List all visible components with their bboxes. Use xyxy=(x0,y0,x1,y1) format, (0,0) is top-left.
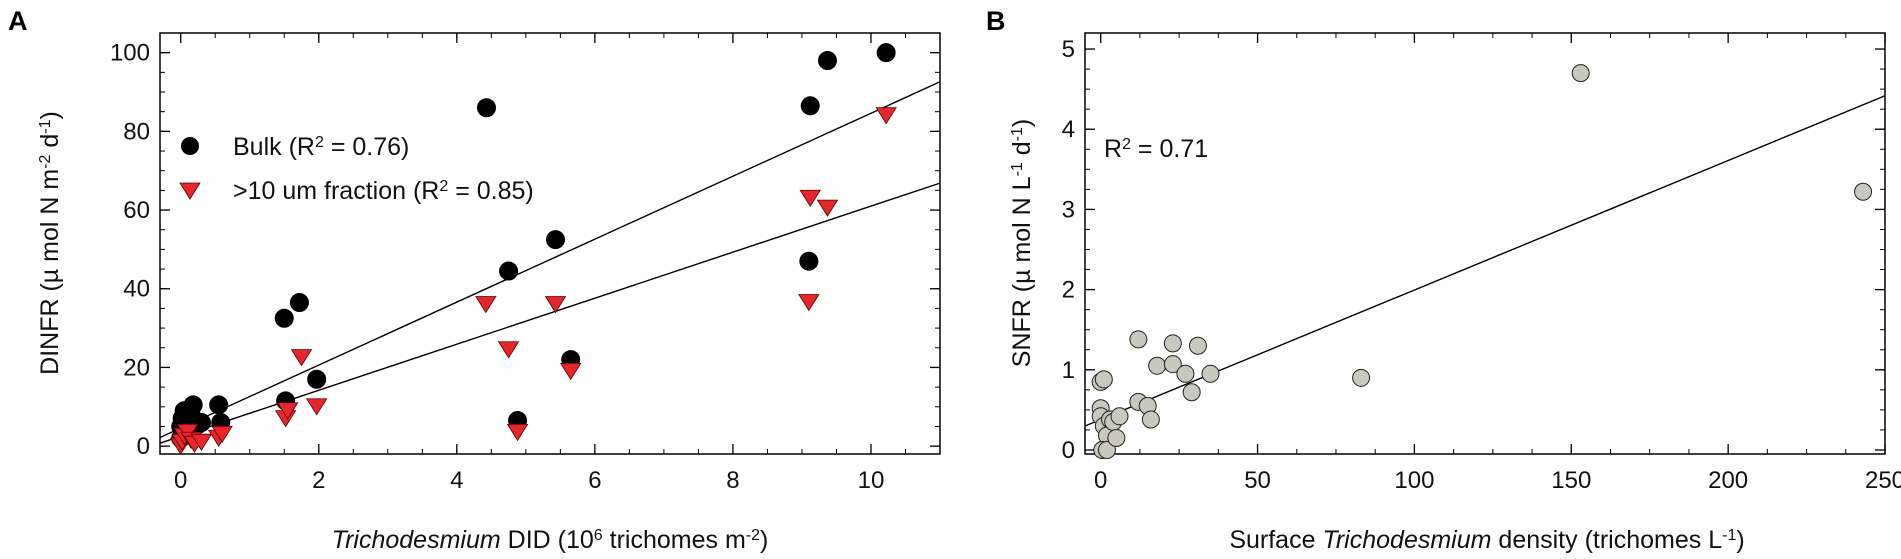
data-point xyxy=(1163,355,1182,374)
panel-a-y-axis-title: DINFR (µ mol N m-2 d-1) xyxy=(36,111,64,375)
data-point xyxy=(1141,410,1160,429)
x-tick-label: 50 xyxy=(1244,467,1271,494)
data-point xyxy=(544,296,567,314)
y-tick-label: 60 xyxy=(123,197,150,224)
data-point xyxy=(499,261,519,281)
x-tick-label: 4 xyxy=(450,467,463,494)
data-point xyxy=(559,362,582,381)
panel-a-legend: Bulk (R2 = 0.76) >10 um fraction (R2 = 0… xyxy=(179,133,534,205)
data-point xyxy=(1188,336,1207,355)
fit-line xyxy=(159,81,941,439)
data-point xyxy=(1129,330,1148,349)
data-point xyxy=(476,98,496,118)
x-tick-label: 2 xyxy=(312,467,325,494)
data-point xyxy=(799,251,819,271)
y-tick-label: 5 xyxy=(1062,36,1075,63)
data-point xyxy=(1163,334,1182,353)
data-point xyxy=(274,308,294,328)
panel-a-y-tick-labels: 0 20 40 60 80 100 xyxy=(110,40,150,460)
data-point xyxy=(817,51,837,71)
data-point xyxy=(799,189,821,208)
data-point xyxy=(800,96,820,116)
data-point xyxy=(497,341,520,359)
y-tick-label: 100 xyxy=(110,40,150,67)
x-tick-label: 150 xyxy=(1551,467,1591,494)
data-point xyxy=(305,398,328,416)
y-tick-label: 2 xyxy=(1062,277,1075,304)
data-point xyxy=(816,199,839,217)
panel-b-points xyxy=(1091,64,1873,459)
x-tick-label: 6 xyxy=(588,467,601,494)
y-tick-label: 1 xyxy=(1062,357,1075,384)
y-tick-label: 4 xyxy=(1062,116,1075,143)
y-tick-label: 40 xyxy=(123,276,150,303)
x-tick-label: 0 xyxy=(1094,467,1107,494)
panel-b-plot-frame xyxy=(1084,32,1886,455)
data-point xyxy=(506,423,529,442)
data-point xyxy=(475,296,497,314)
panel-b-y-tick-labels: 0 1 2 3 4 5 xyxy=(1062,36,1075,464)
legend-marker-bulk xyxy=(181,137,199,155)
x-tick-label: 8 xyxy=(726,467,739,494)
y-tick-label: 3 xyxy=(1062,196,1075,223)
x-tick-label: 250 xyxy=(1865,467,1901,494)
data-point xyxy=(289,293,309,313)
x-tick-label: 10 xyxy=(858,467,885,494)
legend-label-fraction: >10 um fraction (R2 = 0.85) xyxy=(233,177,534,205)
data-point xyxy=(1352,368,1371,387)
panel-b-letter: B xyxy=(986,6,1006,36)
data-point xyxy=(1107,428,1126,447)
data-point xyxy=(276,402,299,420)
panel-a-x-tick-labels: 0 2 4 6 8 10 xyxy=(174,467,884,494)
panel-b-ticks xyxy=(1085,33,1886,454)
x-tick-label: 100 xyxy=(1394,467,1434,494)
data-point xyxy=(1854,182,1873,201)
panel-b-y-axis-title: SNFR (µ mol N L-1 d-1) xyxy=(1008,119,1036,367)
data-point xyxy=(191,413,211,433)
data-point xyxy=(798,294,820,312)
data-point xyxy=(307,369,327,389)
data-point xyxy=(1110,407,1129,426)
data-point xyxy=(190,433,213,451)
data-point xyxy=(1094,370,1113,389)
data-point xyxy=(546,230,566,250)
panel-b-r2-annotation: R2 = 0.71 xyxy=(1104,135,1208,163)
y-tick-label: 0 xyxy=(137,433,150,460)
legend-marker-fraction xyxy=(179,182,201,200)
y-tick-label: 80 xyxy=(123,118,150,145)
panel-a: A 0 2 4 6 8 10 0 20 40 60 80 100 Trichodesmium DID… xyxy=(8,6,941,554)
data-point xyxy=(1182,383,1201,402)
legend-label-bulk: Bulk (R2 = 0.76) xyxy=(233,133,409,161)
data-point xyxy=(290,349,313,367)
data-point xyxy=(876,43,896,63)
data-point xyxy=(1148,356,1167,375)
data-point xyxy=(1176,364,1195,383)
y-tick-label: 20 xyxy=(123,354,150,381)
data-point xyxy=(183,395,203,415)
panel-a-x-axis-title: Trichodesmium DID (106 trichomes m-2) xyxy=(332,526,769,554)
x-tick-label: 200 xyxy=(1708,467,1748,494)
y-tick-label: 0 xyxy=(1062,437,1075,464)
panel-a-points xyxy=(169,43,897,455)
panel-a-letter: A xyxy=(8,6,28,36)
panel-a-ticks xyxy=(160,32,941,454)
panel-b-x-axis-title: Surface Trichodesmium density (trichomes… xyxy=(1229,526,1744,554)
data-point xyxy=(1201,364,1220,383)
data-point xyxy=(209,395,229,415)
data-point xyxy=(1571,64,1590,83)
panel-b: B 0 50 100 150 200 250 0 1 2 3 4 5 Surface Trichod… xyxy=(986,6,1901,554)
panel-b-x-tick-labels: 0 50 100 150 200 250 xyxy=(1094,467,1901,494)
x-tick-label: 0 xyxy=(174,467,187,494)
data-point xyxy=(1097,440,1116,459)
data-point xyxy=(875,107,897,125)
panel-a-plot-frame xyxy=(159,32,941,455)
data-point xyxy=(211,425,233,444)
